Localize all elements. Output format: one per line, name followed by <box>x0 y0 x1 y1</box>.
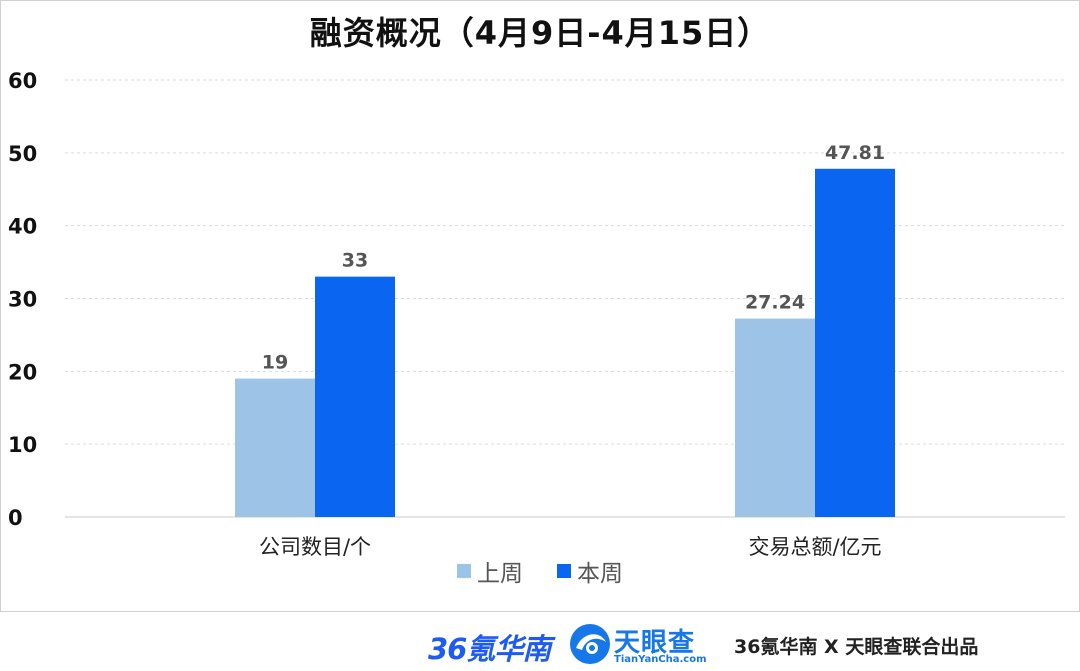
logo-36kr: 36氪华南 <box>428 632 551 666</box>
bar-0-1 <box>735 318 815 517</box>
y-tick-label: 20 <box>8 360 37 384</box>
y-tick-label: 10 <box>8 433 37 457</box>
y-tick-label: 60 <box>8 69 37 93</box>
y-tick-label: 40 <box>8 215 37 239</box>
tianyancha-mark-icon <box>570 624 610 664</box>
y-tick-label: 0 <box>8 506 23 530</box>
bar-1-1 <box>815 168 895 518</box>
footer-credit: 36氪华南 X 天眼查联合出品 <box>734 636 979 658</box>
data-label: 19 <box>262 352 288 374</box>
bar-chart: 0 10 20 30 40 50 60 19 33 27.24 47.81 公司数目/个 交易总额/… <box>8 69 1065 559</box>
y-tick-label: 50 <box>8 142 37 166</box>
tianyancha-domain: TianYanCha.com <box>614 654 707 665</box>
bar-0-0 <box>235 378 315 517</box>
legend-swatch-this-week <box>557 564 571 578</box>
data-label: 27.24 <box>745 292 805 314</box>
gridlines <box>65 79 1065 518</box>
bar-1-0 <box>315 276 395 517</box>
x-axis: 公司数目/个 交易总额/亿元 <box>259 535 882 559</box>
footer: 36氪华南 天眼查 TianYanCha.com 36氪华南 X 天眼查联合出品 <box>0 612 1080 671</box>
y-tick-label: 30 <box>8 288 37 312</box>
legend-label-this-week: 本周 <box>577 561 623 587</box>
legend-label-last-week: 上周 <box>477 561 523 587</box>
legend-item-this-week: 本周 <box>557 554 623 588</box>
data-label: 47.81 <box>825 142 885 164</box>
data-label: 33 <box>342 250 368 272</box>
x-tick-label: 交易总额/亿元 <box>748 535 881 559</box>
logo-tianyancha: 天眼查 TianYanCha.com <box>568 620 728 668</box>
legend-swatch-last-week <box>457 564 471 578</box>
data-labels: 19 33 27.24 47.81 <box>262 142 885 374</box>
tianyancha-name: 天眼查 <box>614 628 696 658</box>
legend-item-last-week: 上周 <box>457 554 523 588</box>
chart-title: 融资概况（4月9日-4月15日） <box>309 14 771 52</box>
legend: 上周 本周 <box>0 554 1080 588</box>
x-tick-label: 公司数目/个 <box>259 535 371 559</box>
chart-frame <box>0 0 1080 612</box>
y-axis: 0 10 20 30 40 50 60 <box>8 69 37 530</box>
bars <box>235 168 895 518</box>
